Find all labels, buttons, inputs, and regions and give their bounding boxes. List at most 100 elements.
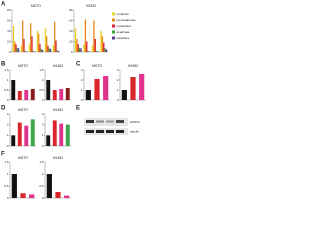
- bar: [76, 38, 78, 52]
- bar: [15, 44, 17, 52]
- bar: [30, 89, 35, 100]
- band: [86, 120, 94, 123]
- y-tick-label: 1: [7, 172, 9, 176]
- legend-label: prophase: [117, 12, 130, 16]
- y-tick-label: 1: [7, 78, 9, 82]
- legend-label: anaphase: [117, 30, 131, 34]
- chart-title: MSTO: [18, 64, 28, 68]
- bar: [93, 20, 95, 52]
- bar: [17, 122, 22, 146]
- legend-label: metaphase: [117, 24, 132, 28]
- y-tick-label: 1.5: [4, 160, 9, 164]
- bar: [78, 47, 81, 52]
- bar: [94, 38, 96, 52]
- y-tick-label: 0: [7, 196, 9, 200]
- y-tick-label: 0.5: [39, 184, 44, 188]
- y-tick-label: 80: [69, 8, 73, 12]
- chart-title: H2452: [53, 108, 63, 112]
- panel-label: E: [76, 106, 80, 112]
- y-tick-label: 1: [81, 88, 83, 92]
- bar: [77, 44, 79, 52]
- y-tick-label: 2: [117, 78, 119, 82]
- y-tick-label: 1.5: [39, 160, 44, 164]
- bar: [30, 23, 32, 52]
- y-tick-label: 1.5: [39, 68, 44, 72]
- bar: [59, 89, 64, 100]
- legend-label: telophase: [117, 36, 130, 40]
- y-tick-label: 0.5: [4, 88, 9, 92]
- y-tick-label: 3: [7, 112, 9, 116]
- bar: [59, 123, 64, 146]
- chart-title: H2452: [53, 156, 63, 160]
- bar: [49, 48, 52, 52]
- bar: [97, 51, 99, 52]
- y-tick-label: 0: [9, 50, 11, 54]
- y-tick-label: 0: [42, 196, 44, 200]
- chart-title: MSTO: [18, 108, 28, 112]
- chart-title: MSTO: [92, 64, 102, 68]
- bar: [84, 19, 87, 52]
- bar: [94, 79, 100, 100]
- bar: [55, 40, 57, 52]
- chart-title: H2452: [128, 64, 138, 68]
- bar: [17, 91, 22, 100]
- bar: [103, 76, 109, 100]
- chart-title: H2452: [53, 64, 63, 68]
- bar: [12, 25, 15, 52]
- y-tick-label: 3: [81, 68, 83, 72]
- bar: [25, 51, 28, 52]
- legend-swatch: [112, 36, 115, 40]
- bar: [105, 49, 108, 52]
- chart-title: MSTO: [31, 4, 41, 8]
- blot-label: tubulin: [130, 129, 139, 133]
- bar: [44, 28, 47, 52]
- bar: [121, 90, 127, 100]
- bar: [24, 125, 29, 146]
- bar: [23, 38, 25, 52]
- y-tick-label: 2: [81, 78, 83, 82]
- bar: [85, 90, 91, 100]
- y-tick-label: 0.5: [4, 184, 9, 188]
- bar: [47, 45, 49, 52]
- bar: [20, 193, 26, 198]
- bar: [91, 45, 94, 52]
- band: [96, 120, 104, 123]
- y-tick-label: 40: [69, 29, 73, 33]
- panel-label: D: [1, 106, 6, 112]
- panel-label: F: [1, 152, 5, 158]
- band: [116, 130, 124, 133]
- bar: [103, 42, 105, 52]
- bar: [17, 48, 20, 52]
- bar: [36, 31, 39, 52]
- y-tick-label: 0: [42, 98, 44, 102]
- bar: [29, 194, 35, 198]
- bar: [31, 36, 33, 52]
- y-tick-label: 60: [7, 18, 11, 22]
- band: [116, 120, 124, 123]
- bar: [101, 36, 104, 52]
- y-tick-label: 0: [117, 98, 119, 102]
- bar: [83, 44, 85, 52]
- band: [96, 130, 104, 133]
- y-tick-label: 60: [69, 18, 73, 22]
- bar: [74, 28, 77, 52]
- y-tick-label: 0: [7, 144, 9, 148]
- bar: [100, 31, 102, 52]
- bar: [46, 135, 51, 146]
- bar: [11, 135, 16, 146]
- y-tick-label: 3: [42, 112, 44, 116]
- y-tick-label: 40: [7, 29, 11, 33]
- y-tick-label: 3: [117, 68, 119, 72]
- legend-swatch: [112, 12, 115, 16]
- bar: [38, 33, 40, 52]
- bar: [86, 41, 88, 52]
- y-tick-label: 20: [7, 39, 11, 43]
- bar: [30, 119, 35, 146]
- bar: [46, 80, 51, 100]
- bar: [64, 195, 70, 198]
- bar: [16, 47, 18, 52]
- y-tick-label: 1: [7, 133, 9, 137]
- band: [106, 120, 114, 123]
- figure: A B C D E F HASC2 tubulin MSTO020406080H…: [1, 2, 146, 200]
- bar: [52, 120, 57, 146]
